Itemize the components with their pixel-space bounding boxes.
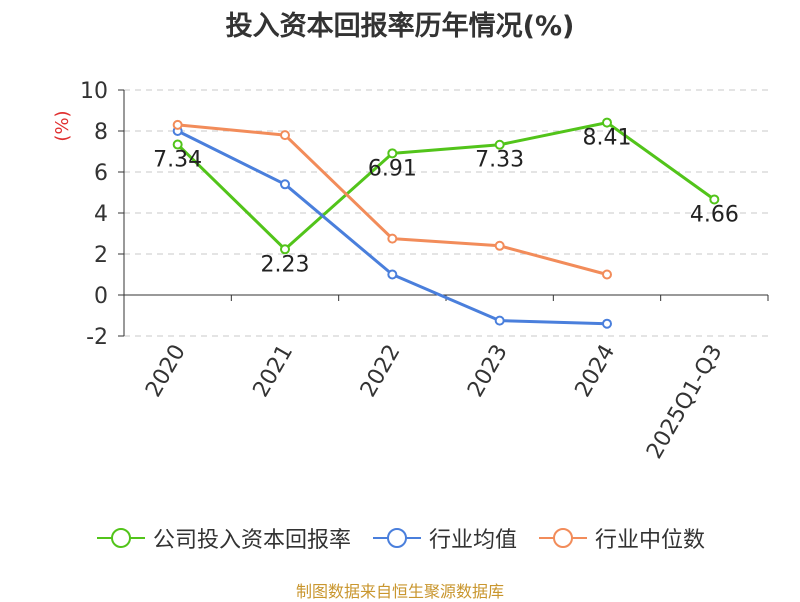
data-point	[280, 179, 290, 190]
data-point	[494, 315, 505, 326]
series-line-0	[176, 121, 716, 251]
legend-label-industry-mean: 行业均值	[428, 528, 517, 553]
data-label: 6.91	[368, 156, 417, 181]
data-label: 4.66	[690, 202, 739, 227]
data-point	[602, 318, 612, 329]
y-tick-label: 8	[94, 120, 108, 145]
chart-title: 投入资本回报率历年情况(%)	[225, 11, 575, 42]
x-tick-label: 2024	[571, 341, 621, 402]
data-point	[387, 148, 398, 159]
data-point	[172, 119, 183, 130]
data-point	[387, 233, 398, 244]
data-point	[602, 269, 612, 280]
data-label: 7.33	[475, 148, 524, 173]
legend-line-marker-icon	[539, 528, 587, 548]
x-tick-label: 2023	[463, 340, 513, 401]
data-point	[494, 240, 505, 251]
data-label: 8.41	[583, 126, 632, 151]
x-tick-label: 2025Q1-Q3	[642, 341, 727, 464]
y-tick-label: 6	[94, 161, 108, 186]
x-tick-label: 2022	[356, 341, 406, 402]
y-tick-label: 2	[94, 243, 108, 268]
series-line-2	[177, 123, 608, 276]
y-axis-unit-label: (%)	[52, 110, 73, 141]
legend-label-company: 公司投入资本回报率	[152, 528, 351, 553]
data-source-note: 制图数据来自恒生聚源数据库	[295, 582, 504, 601]
data-point	[280, 244, 290, 255]
data-point	[602, 117, 612, 128]
legend-item-company[interactable]: 公司投入资本回报率	[95, 522, 351, 554]
x-tick-label: 2021	[249, 341, 299, 402]
data-point	[387, 269, 398, 280]
y-tick-label: -2	[86, 325, 108, 350]
data-point	[280, 130, 290, 141]
y-tick-label: 10	[80, 79, 108, 104]
data-point	[494, 139, 505, 150]
data-point	[709, 194, 720, 205]
chart-legend: 公司投入资本回报率 行业均值 行业中位数	[0, 518, 800, 558]
data-label: 2.23	[261, 252, 310, 277]
y-tick-label: 0	[94, 284, 108, 309]
data-label: 7.34	[153, 148, 202, 173]
data-point	[172, 139, 183, 150]
legend-label-industry-median: 行业中位数	[595, 528, 706, 553]
y-tick-label: 4	[94, 202, 108, 227]
legend-line-marker-icon	[96, 528, 145, 548]
x-tick-label: 2020	[141, 341, 191, 402]
legend-line-marker-icon	[372, 528, 421, 548]
legend-item-industry-mean[interactable]: 行业均值	[371, 522, 517, 554]
legend-item-industry-median[interactable]: 行业中位数	[537, 522, 705, 554]
